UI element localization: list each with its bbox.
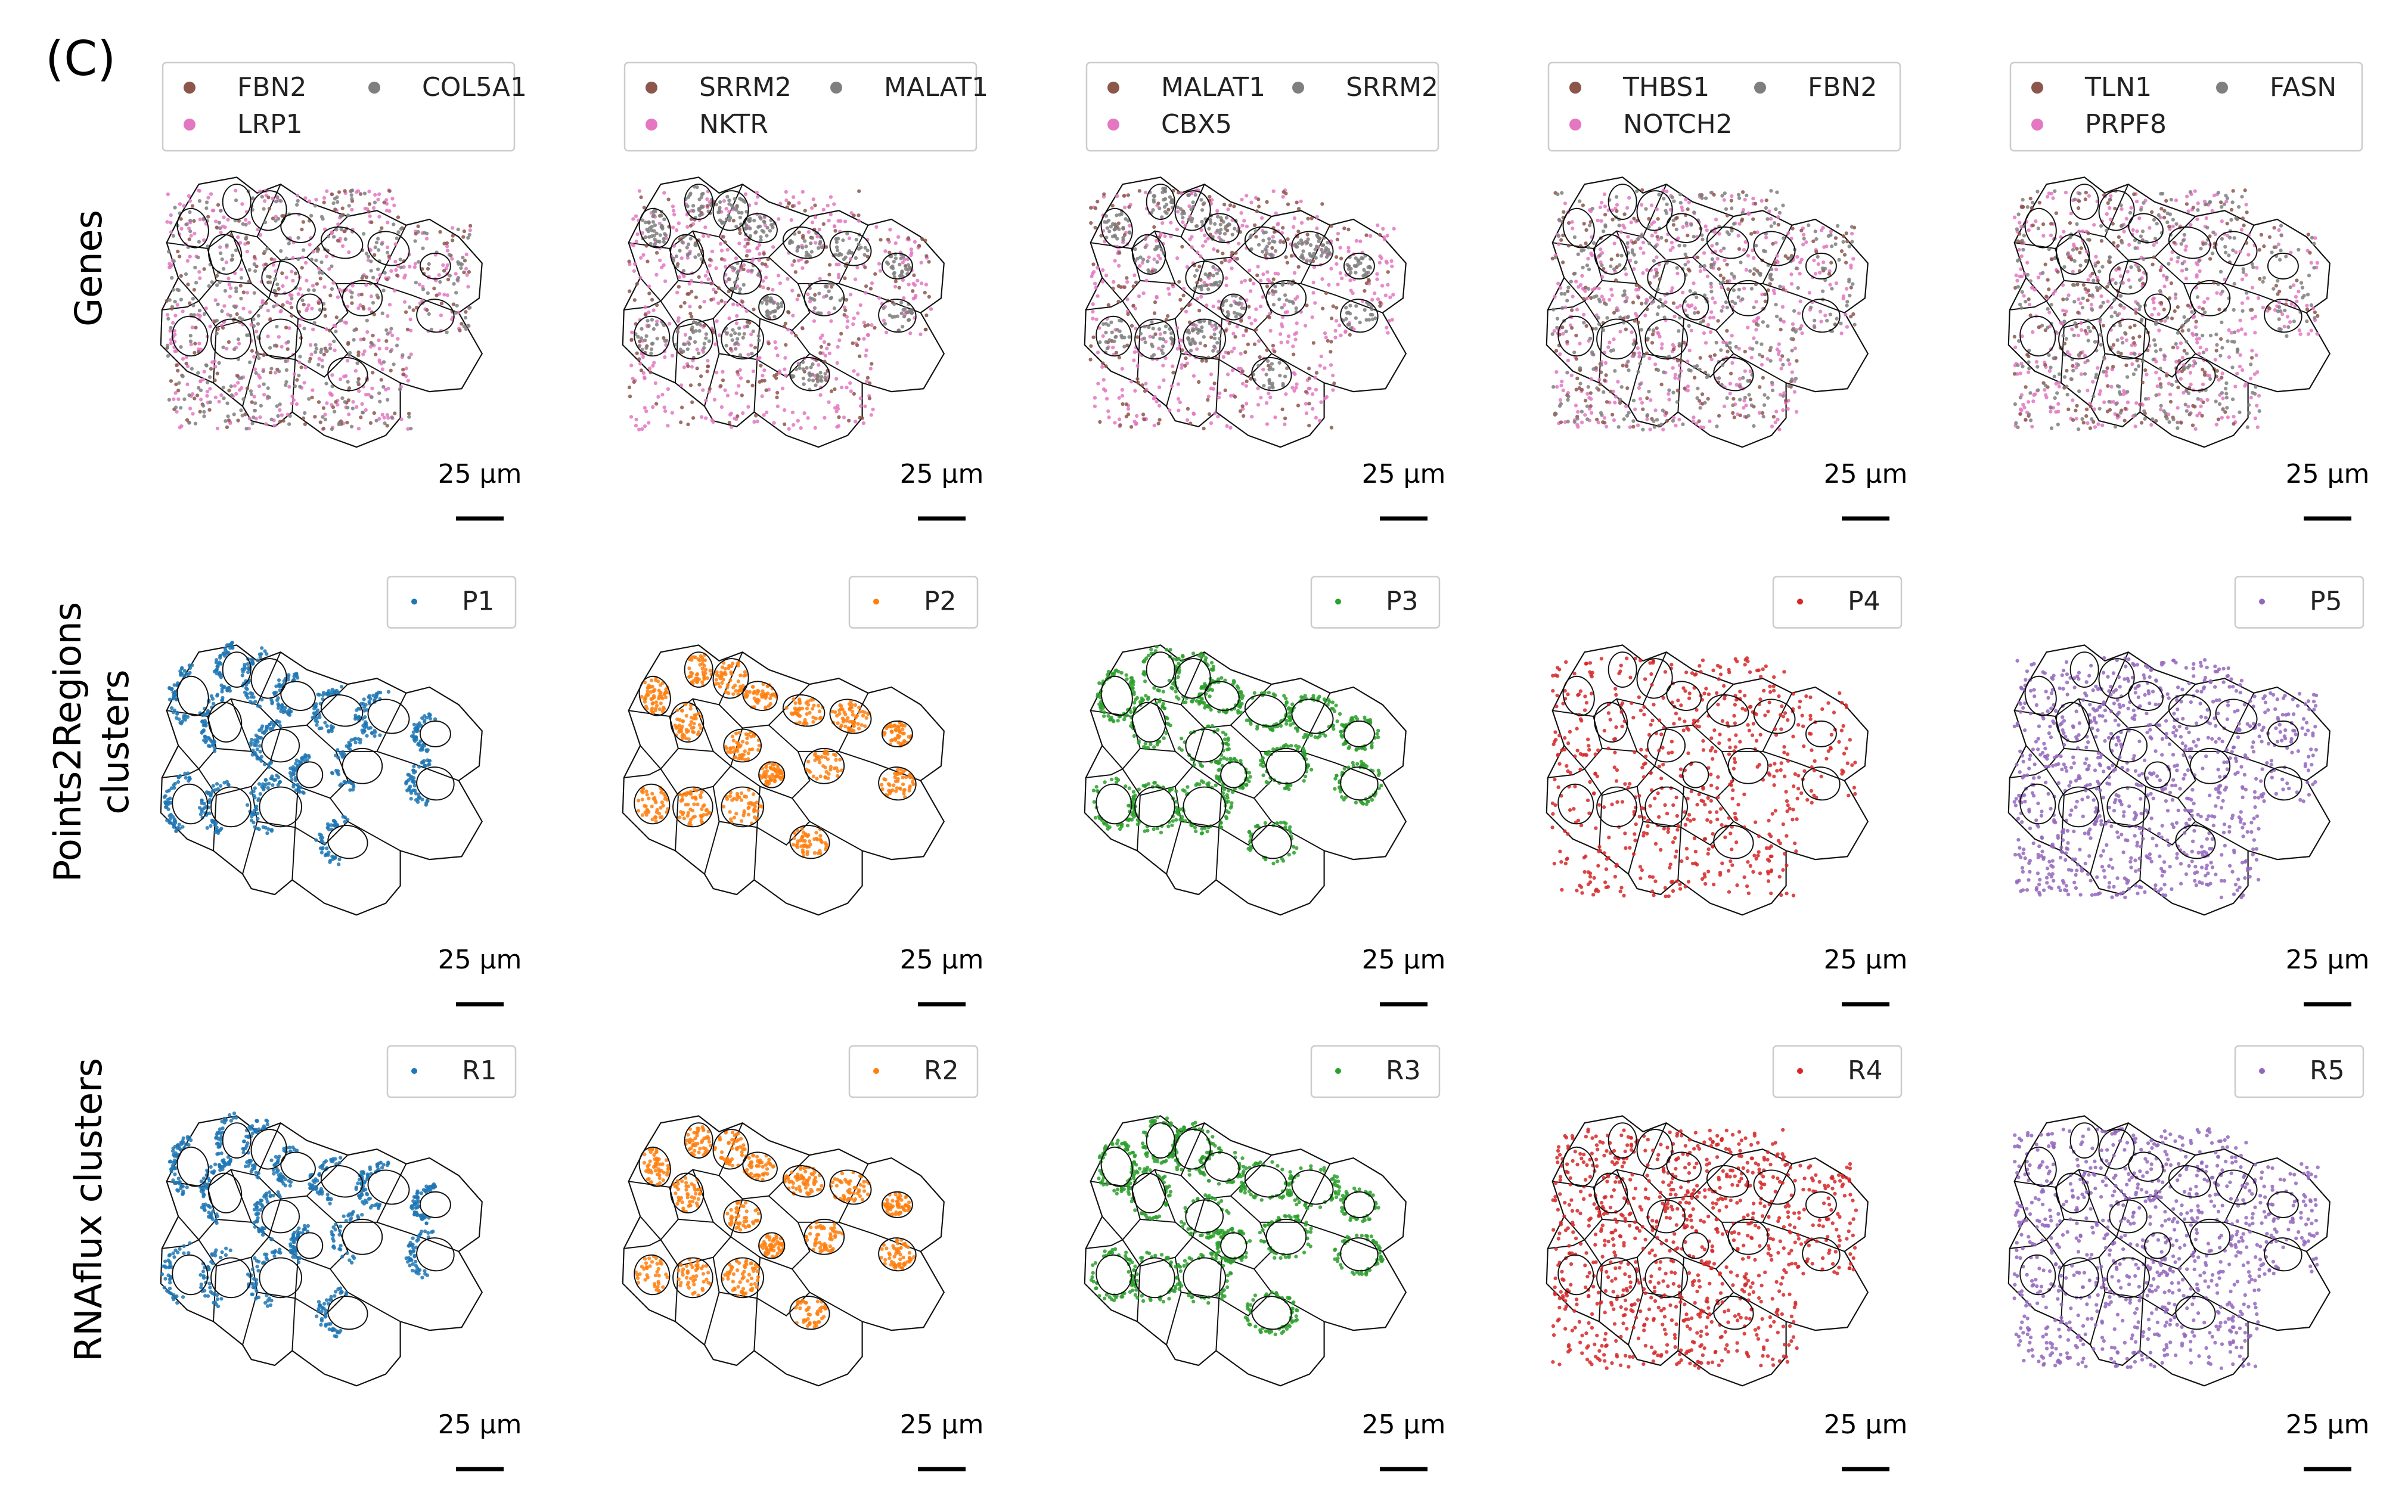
scale-bar-label: 25 µm [900, 459, 984, 489]
legend-marker [1107, 82, 1119, 94]
subplot: P2 25 µm [622, 576, 984, 1007]
legend-label: FBN2 [237, 72, 306, 103]
subplot: R2 25 µm [622, 1045, 984, 1471]
subplot: R5 25 µm [2007, 1045, 2370, 1471]
legend-label: FASN [2270, 72, 2336, 103]
legend-marker [1292, 82, 1304, 94]
legend-marker [368, 82, 380, 94]
legend-marker [1335, 1068, 1341, 1074]
legend-marker [184, 119, 196, 131]
legend-marker [646, 82, 657, 94]
legend-label: P1 [462, 586, 495, 617]
legend-marker [646, 119, 657, 131]
subplot: R3 25 µm [1084, 1045, 1446, 1471]
subplot: TLN1 FASN PRPF8 25 µm [2007, 61, 2370, 521]
legend-marker [873, 1068, 879, 1074]
legend-label: P2 [924, 586, 957, 617]
scale-bar-label: 25 µm [1824, 1409, 1908, 1440]
legend-marker [1569, 119, 1581, 131]
scale-bar-label: 25 µm [900, 945, 984, 975]
legend-label: P3 [1386, 586, 1419, 617]
subplot: THBS1 FBN2 NOTCH2 25 µm [1546, 61, 1908, 521]
legend-marker [411, 598, 417, 605]
legend-marker [2031, 82, 2043, 94]
scale-bar-label: 25 µm [1362, 1409, 1446, 1440]
legend-label: P4 [1848, 586, 1881, 617]
subplot: P4 25 µm [1546, 576, 1908, 1007]
legend-label: SRRM2 [699, 72, 792, 103]
legend-label: CBX5 [1161, 109, 1232, 139]
subplot: P5 25 µm [2007, 576, 2370, 1007]
legend-label: R5 [2310, 1055, 2345, 1086]
legend-label: SRRM2 [1346, 72, 1438, 103]
legend-marker [2259, 598, 2265, 605]
legend-label: PRPF8 [2085, 109, 2167, 139]
scale-bar-label: 25 µm [900, 1409, 984, 1440]
legend-marker [184, 82, 196, 94]
legend-label: NKTR [699, 109, 768, 139]
scale-bar-label: 25 µm [438, 1409, 522, 1440]
subplot: FBN2 COL5A1 LRP1 25 µm [160, 61, 527, 521]
legend-marker [1797, 1068, 1803, 1074]
subplot: SRRM2 MALAT1 NKTR 25 µm [622, 61, 988, 521]
scale-bar-label: 25 µm [2286, 1409, 2370, 1440]
legend-marker [873, 598, 879, 605]
row-label: Genes [67, 210, 110, 327]
subplot: MALAT1 SRRM2 CBX5 25 µm [1084, 61, 1446, 521]
subplot: P3 25 µm [1084, 576, 1446, 1007]
legend-label: R4 [1848, 1055, 1883, 1086]
legend-label: MALAT1 [884, 72, 988, 103]
scale-bar-label: 25 µm [438, 945, 522, 975]
scale-bar-label: 25 µm [1362, 459, 1446, 489]
legend-marker [2031, 119, 2043, 131]
legend-marker [1335, 598, 1341, 605]
legend-label: P5 [2310, 586, 2342, 617]
legend-marker [830, 82, 842, 94]
legend-label: R2 [924, 1055, 959, 1086]
legend-label: MALAT1 [1161, 72, 1265, 103]
subplot: R1 25 µm [160, 1045, 522, 1471]
legend-marker [2216, 82, 2228, 94]
panel-label: (C) [45, 31, 116, 86]
legend-label: LRP1 [237, 109, 303, 139]
legend-label: FBN2 [1808, 72, 1877, 103]
row-label: RNAflux clusters [67, 1058, 110, 1362]
scale-bar-label: 25 µm [438, 459, 522, 489]
legend-label: R3 [1386, 1055, 1421, 1086]
legend-label: NOTCH2 [1623, 109, 1733, 139]
legend-label: R1 [462, 1055, 497, 1086]
scale-bar-label: 25 µm [1362, 945, 1446, 975]
legend-label: THBS1 [1622, 72, 1709, 103]
legend-marker [1754, 82, 1766, 94]
legend-marker [1569, 82, 1581, 94]
subplot: P1 25 µm [160, 576, 522, 1007]
legend-marker [411, 1068, 417, 1074]
scale-bar-label: 25 µm [2286, 459, 2370, 489]
row-label: Points2Regions clusters [46, 602, 137, 882]
legend-marker [2259, 1068, 2265, 1074]
legend-marker [1797, 598, 1803, 605]
scale-bar-label: 25 µm [2286, 945, 2370, 975]
scale-bar-label: 25 µm [1824, 459, 1908, 489]
legend-marker [1107, 119, 1119, 131]
subplot: R4 25 µm [1546, 1045, 1908, 1471]
legend-label: TLN1 [2084, 72, 2152, 103]
scale-bar-label: 25 µm [1824, 945, 1908, 975]
legend-label: COL5A1 [422, 72, 527, 103]
